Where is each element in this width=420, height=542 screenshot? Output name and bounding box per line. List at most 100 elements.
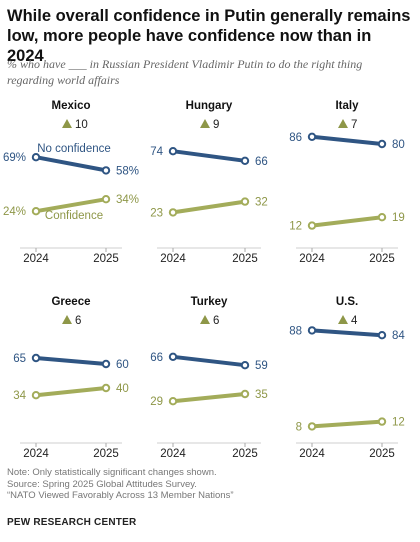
value-label-2024: 65 — [13, 353, 26, 365]
confidence-series-label: Confidence — [45, 210, 103, 222]
x-tick-label: 2024 — [160, 448, 186, 460]
value-label-2024: 69% — [3, 152, 26, 164]
change-value: 7 — [351, 119, 357, 131]
no-confidence-point — [168, 352, 178, 361]
confidence-point — [240, 389, 250, 399]
change-value: 4 — [351, 315, 358, 327]
chart-title: While overall confidence in Putin genera… — [7, 7, 411, 65]
confidence-point — [31, 207, 41, 216]
value-label-2025: 12 — [392, 417, 405, 429]
confidence-point — [101, 383, 111, 393]
chart-notes: Note: Only statistically significant cha… — [7, 467, 411, 502]
value-label-2024: 74 — [150, 146, 163, 158]
confidence-point — [168, 397, 178, 406]
no-confidence-point — [101, 359, 111, 369]
chart-subtitle: % who have ___ in Russian President Vlad… — [7, 57, 363, 87]
value-label-2025: 19 — [392, 212, 405, 224]
increase-triangle-icon — [62, 315, 72, 324]
confidence-line — [171, 199, 247, 215]
panel-title: Turkey — [191, 296, 228, 308]
x-tick-label: 2025 — [232, 253, 258, 265]
no-confidence-point — [377, 331, 387, 340]
increase-triangle-icon — [338, 119, 348, 128]
value-label-2024: 34 — [13, 390, 26, 402]
value-label-2024: 12 — [289, 221, 302, 233]
increase-triangle-icon — [62, 119, 72, 128]
x-tick-label: 2025 — [93, 448, 119, 460]
value-label-2024: 23 — [150, 207, 163, 219]
panel-title: Mexico — [52, 100, 91, 112]
no-confidence-line — [171, 149, 247, 163]
confidence-point — [168, 208, 178, 217]
value-label-2025: 58% — [116, 165, 139, 177]
no-confidence-line — [34, 155, 108, 173]
panel-title: Hungary — [186, 100, 233, 112]
increase-triangle-icon — [338, 315, 348, 324]
no-confidence-line — [34, 356, 108, 366]
confidence-point — [101, 195, 111, 204]
source-line: Source: Spring 2025 Global Attitudes Sur… — [7, 478, 197, 490]
no-confidence-line — [310, 134, 384, 146]
x-tick-label: 2025 — [232, 448, 258, 460]
confidence-point — [31, 391, 41, 400]
increase-triangle-icon — [200, 119, 210, 128]
panel-title: Italy — [335, 100, 359, 112]
increase-triangle-icon — [200, 315, 210, 324]
no-confidence-line — [171, 354, 247, 368]
confidence-line — [310, 215, 384, 228]
value-label-2025: 34% — [116, 194, 139, 206]
no-confidence-point — [31, 153, 41, 162]
value-label-2025: 66 — [255, 156, 268, 168]
value-label-2025: 60 — [116, 359, 129, 371]
no-confidence-point — [240, 156, 250, 166]
no-confidence-series-label: No confidence — [37, 143, 111, 155]
change-value: 6 — [213, 315, 219, 327]
note-line: Note: Only statistically significant cha… — [7, 467, 217, 478]
x-tick-label: 2024 — [23, 253, 49, 265]
value-label-2024: 86 — [289, 132, 302, 144]
x-tick-label: 2024 — [160, 253, 186, 265]
change-value: 10 — [75, 119, 88, 131]
value-label-2024: 8 — [296, 421, 302, 433]
change-value: 9 — [213, 119, 219, 131]
x-tick-label: 2024 — [23, 448, 49, 460]
no-confidence-point — [377, 139, 387, 149]
value-label-2025: 59 — [255, 360, 268, 372]
confidence-line — [171, 392, 247, 404]
x-tick-label: 2025 — [93, 253, 119, 265]
confidence-point — [307, 422, 317, 431]
value-label-2025: 35 — [255, 389, 268, 401]
value-label-2024: 29 — [150, 396, 163, 408]
value-label-2025: 40 — [116, 383, 129, 395]
panel-title: U.S. — [336, 296, 358, 308]
confidence-point — [240, 197, 250, 206]
confidence-point — [377, 213, 387, 222]
change-value: 6 — [75, 315, 81, 327]
organization-label: PEW RESEARCH CENTER — [7, 517, 137, 528]
no-confidence-point — [31, 353, 41, 363]
x-tick-label: 2025 — [369, 253, 395, 265]
confidence-line — [34, 386, 108, 398]
no-confidence-point — [307, 326, 317, 335]
no-confidence-point — [307, 132, 317, 142]
value-label-2025: 84 — [392, 330, 405, 342]
no-confidence-point — [101, 166, 111, 175]
value-label-2024: 24% — [3, 206, 26, 218]
no-confidence-line — [310, 328, 384, 338]
confidence-point — [377, 417, 387, 426]
confidence-point — [307, 221, 317, 230]
no-confidence-point — [240, 361, 250, 370]
value-label-2024: 66 — [150, 352, 163, 364]
panel-title: Greece — [51, 296, 90, 308]
x-tick-label: 2025 — [369, 448, 395, 460]
value-label-2024: 88 — [289, 325, 302, 337]
no-confidence-point — [168, 147, 178, 156]
value-label-2025: 80 — [392, 139, 405, 151]
confidence-line — [34, 197, 108, 214]
confidence-line — [310, 419, 384, 429]
report-line: “NATO Viewed Favorably Across 13 Member … — [7, 490, 234, 501]
x-tick-label: 2024 — [299, 253, 325, 265]
x-tick-label: 2024 — [299, 448, 325, 460]
value-label-2025: 32 — [255, 197, 268, 209]
